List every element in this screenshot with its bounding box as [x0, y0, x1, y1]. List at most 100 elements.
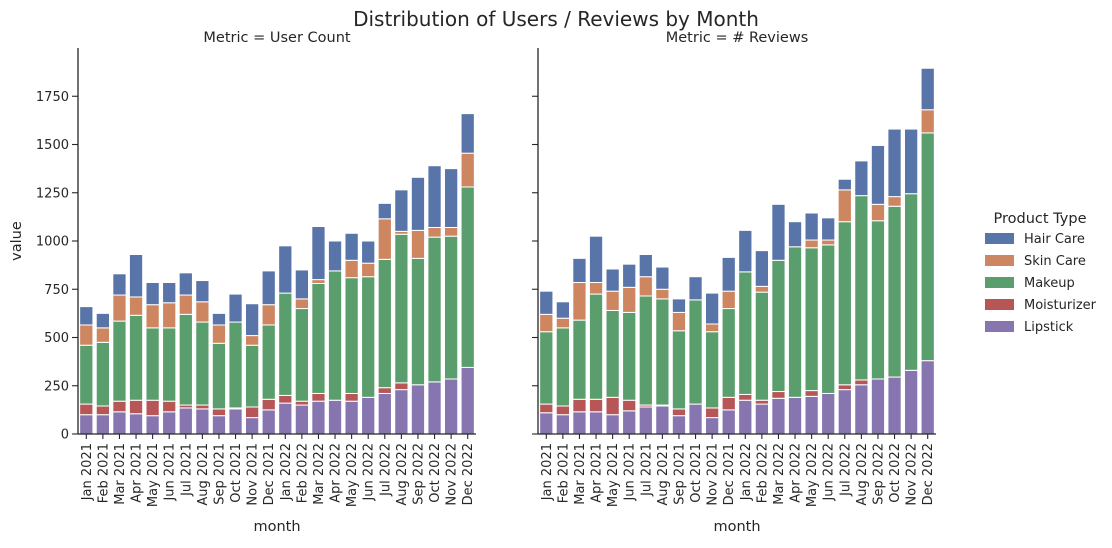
- bar-segment-lipstick: [920, 360, 935, 435]
- bar-segment-skin-care: [655, 288, 670, 300]
- bar-segment-lipstick: [572, 411, 587, 435]
- bar-segment-makeup: [410, 257, 426, 386]
- bar-segment-hair-care: [211, 312, 227, 326]
- x-tick-label: May 2022: [805, 443, 820, 507]
- y-tick-label: 500: [44, 331, 69, 346]
- bar-segment-lipstick: [344, 400, 359, 435]
- bar-segment-hair-care: [854, 160, 869, 197]
- bar-segment-lipstick: [721, 409, 736, 435]
- x-tick-label: Jul 2022: [838, 443, 853, 497]
- bar-segment-makeup: [443, 235, 459, 380]
- bar-segment-lipstick: [278, 402, 293, 435]
- bar-segment-skin-care: [344, 259, 359, 279]
- bar-segment-hair-care: [427, 165, 442, 228]
- bar-segment-hair-care: [572, 257, 587, 283]
- x-tick-label: Mar 2022: [312, 443, 327, 505]
- bar-segment-makeup: [887, 205, 902, 378]
- bar-segment-makeup: [195, 321, 210, 406]
- bar-segment-makeup: [638, 295, 653, 406]
- x-tick-label: Sep 2022: [871, 443, 886, 505]
- x-tick-label: Jan 2022: [739, 443, 754, 501]
- bar-segment-moisturizer: [112, 400, 127, 413]
- bar-segment-hair-care: [377, 202, 392, 220]
- x-tick-label: Sep 2021: [212, 443, 227, 505]
- bar-segment-moisturizer: [605, 396, 620, 416]
- x-tick-label: Jun 2021: [623, 443, 638, 502]
- bar-segment-skin-care: [211, 324, 227, 344]
- bar-segment-lipstick: [178, 407, 193, 435]
- bar-segment-hair-care: [771, 203, 786, 261]
- bar-segment-hair-care: [870, 144, 886, 205]
- x-tick-label: Nov 2022: [905, 443, 920, 506]
- x-tick-label: Aug 2021: [196, 443, 211, 506]
- bar-segment-hair-care: [605, 268, 620, 292]
- bar-segment-hair-care: [443, 168, 459, 228]
- bar-segment-makeup: [294, 308, 310, 402]
- bar-segment-makeup: [821, 244, 836, 394]
- x-tick-label: Jun 2021: [163, 443, 178, 502]
- bar-segment-moisturizer: [278, 394, 293, 404]
- bar-segment-makeup: [572, 319, 587, 400]
- bar-segment-lipstick: [903, 369, 919, 435]
- bar-segment-skin-care: [721, 290, 736, 310]
- bar-segment-lipstick: [655, 405, 670, 435]
- bar-segment-hair-care: [410, 176, 426, 231]
- bar-segment-hair-care: [311, 226, 326, 281]
- bar-segment-lipstick: [377, 392, 392, 435]
- bar-segment-hair-care: [394, 189, 409, 232]
- bar-segment-makeup: [377, 258, 392, 389]
- x-tick-label: Mar 2021: [573, 443, 588, 505]
- x-tick-label: Sep 2022: [411, 443, 426, 505]
- bar-segment-lipstick: [294, 404, 310, 435]
- y-tick-label: 1500: [36, 138, 69, 153]
- x-axis-label: month: [713, 519, 760, 535]
- bar-segment-lipstick: [211, 415, 227, 435]
- bar-segment-hair-care: [887, 128, 902, 198]
- x-tick-label: Nov 2021: [246, 443, 261, 506]
- bar-segment-moisturizer: [95, 405, 111, 416]
- bar-segment-makeup: [704, 331, 720, 409]
- bar-segment-hair-care: [704, 292, 720, 325]
- legend-label: Hair Care: [1024, 232, 1085, 247]
- bar-segment-lipstick: [228, 408, 243, 435]
- legend: Product Type Hair Care Skin Care Makeup Moi…: [985, 211, 1097, 335]
- bar-segment-skin-care: [754, 285, 770, 293]
- bar-segment-skin-care: [361, 262, 376, 278]
- bar-segment-hair-care: [721, 256, 736, 292]
- bar-segment-skin-care: [162, 302, 177, 329]
- bar-segment-hair-care: [178, 272, 193, 296]
- bar-segment-hair-care: [738, 229, 753, 273]
- bar-segment-skin-care: [195, 301, 210, 323]
- bar-segment-makeup: [555, 327, 571, 407]
- bar-segment-makeup: [622, 311, 637, 401]
- x-tick-label: Jul 2021: [179, 443, 194, 497]
- bar-segment-skin-care: [112, 294, 127, 322]
- bar-segment-makeup: [95, 341, 111, 407]
- bar-segment-hair-care: [638, 254, 653, 278]
- bar-segment-makeup: [688, 299, 703, 405]
- bar-segment-lipstick: [261, 409, 276, 435]
- bar-segment-lipstick: [145, 415, 160, 435]
- bar-segment-moisturizer: [394, 382, 409, 391]
- bar-segment-lipstick: [605, 414, 620, 435]
- x-tick-label: Apr 2021: [130, 443, 145, 503]
- bar-segment-makeup: [903, 193, 919, 371]
- x-tick-label: Dec 2022: [461, 443, 476, 505]
- bar-segment-moisturizer: [771, 391, 786, 399]
- bar-segment-lipstick: [804, 395, 819, 435]
- bar-segment-moisturizer: [671, 408, 687, 417]
- bar-segment-moisturizer: [211, 408, 227, 417]
- bar-segment-skin-care: [261, 304, 276, 326]
- bar-segment-moisturizer: [162, 400, 177, 413]
- bar-segment-moisturizer: [128, 399, 144, 415]
- bar-segment-skin-care: [870, 203, 886, 222]
- y-tick-label: 250: [44, 379, 69, 394]
- bar-segment-moisturizer: [588, 398, 604, 413]
- bar-segment-hair-care: [228, 293, 243, 323]
- bar-segment-hair-care: [754, 250, 770, 287]
- bar-segment-makeup: [244, 344, 260, 408]
- bar-segment-skin-care: [555, 317, 571, 329]
- bar-segment-skin-care: [311, 279, 326, 284]
- bar-segment-moisturizer: [195, 404, 210, 410]
